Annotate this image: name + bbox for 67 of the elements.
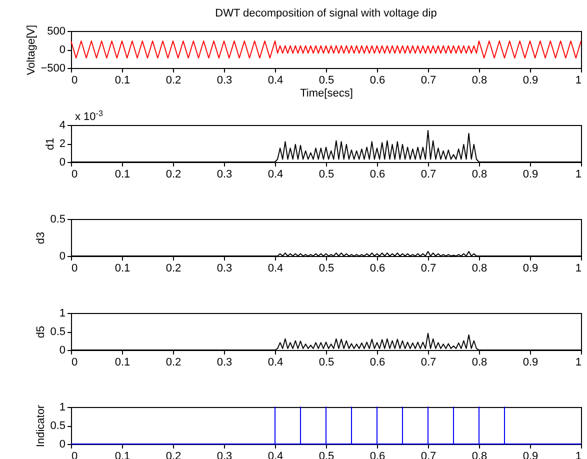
x-tick-label: 0.5 — [318, 262, 334, 274]
x-tick-label: 0.2 — [166, 74, 182, 86]
y-axis-title: d3 — [35, 232, 48, 244]
x-tick-label: 0.4 — [268, 262, 284, 274]
y-tick-label: 0.5 — [50, 420, 66, 432]
x-tick-label: 0.7 — [420, 356, 436, 368]
x-tick-label: 0.7 — [420, 168, 436, 180]
x-tick-label: 0.8 — [472, 168, 488, 180]
y-axis-title: Voltage[V] — [26, 24, 38, 76]
x-tick-label: 0.5 — [318, 74, 334, 86]
text: x 10$^{-3}$ — [75, 108, 104, 123]
y-tick-label: 0.5 — [50, 214, 66, 226]
x-tick-label: 0 — [72, 356, 78, 368]
x-tick-label: 0.5 — [318, 356, 334, 368]
x-axis-title: Time[secs] — [300, 88, 353, 100]
x-tick-label: 0.9 — [522, 168, 538, 180]
y-tick-label: 4 — [59, 120, 66, 132]
y-tick-label: 0 — [59, 250, 66, 262]
x-tick-label: 0.3 — [216, 356, 232, 368]
y-tick-label: 0 — [59, 44, 66, 56]
x-tick-label: 0 — [72, 74, 78, 86]
x-tick-label: 0.4 — [268, 74, 284, 86]
x-tick-label: 0.9 — [522, 74, 538, 86]
y-tick-label: 500 — [47, 26, 66, 38]
x-tick-label: 0.6 — [370, 356, 386, 368]
x-tick-label: 0.1 — [114, 262, 130, 274]
y-tick-label: 0 — [59, 156, 66, 168]
x-tick-label: 0.7 — [420, 74, 436, 86]
y-tick-label: 0 — [59, 344, 66, 356]
y-axis-title: d5 — [35, 326, 48, 338]
y-tick-label: 0.5 — [50, 326, 66, 338]
x-tick-label: 0.9 — [522, 356, 538, 368]
x-tick-label: 1 — [575, 262, 582, 274]
x-tick-label: 0.7 — [420, 262, 436, 274]
y-tick-label: 1 — [59, 308, 66, 320]
x-tick-label: 0 — [72, 262, 78, 274]
x-tick-label: 0.1 — [114, 74, 130, 86]
x-tick-label: 0.1 — [114, 168, 130, 180]
y-tick-label: 2 — [59, 138, 66, 150]
x-tick-label: 0.2 — [166, 168, 182, 180]
x-tick-label: 0.2 — [166, 356, 182, 368]
x-tick-label: 0.8 — [472, 262, 488, 274]
chart-title: DWT decomposition of signal with voltage dip — [215, 7, 437, 20]
x-tick-label: 0.6 — [370, 168, 386, 180]
x-tick-label: 0.1 — [114, 356, 130, 368]
y-axis-title: d1 — [44, 138, 56, 150]
x-tick-label: 0.2 — [166, 262, 182, 274]
y-tick-label: −500 — [40, 62, 66, 74]
x-tick-label: 1 — [575, 168, 582, 180]
x-tick-label: 1 — [575, 74, 582, 86]
y-tick-label: 0 — [59, 438, 66, 450]
x-tick-label: 0.5 — [318, 168, 334, 180]
x-tick-label: 0.8 — [472, 356, 488, 368]
x-tick-label: 0.4 — [268, 168, 284, 180]
x-tick-label: 0.6 — [370, 74, 386, 86]
x-tick-label: 0.4 — [268, 356, 284, 368]
x-tick-label: 0.3 — [216, 262, 232, 274]
x-tick-label: 0.9 — [522, 262, 538, 274]
x-tick-label: 0.8 — [472, 74, 488, 86]
x-tick-label: 0.3 — [216, 74, 232, 86]
line-series — [70, 40, 582, 59]
x-tick-label: 1 — [575, 356, 582, 368]
x-tick-label: 0.6 — [370, 262, 386, 274]
y-axis-title: Indicator — [35, 404, 48, 448]
y-tick-label: 1 — [59, 402, 66, 414]
x-tick-label: 0 — [72, 168, 78, 180]
x-tick-label: 0.3 — [216, 168, 232, 180]
